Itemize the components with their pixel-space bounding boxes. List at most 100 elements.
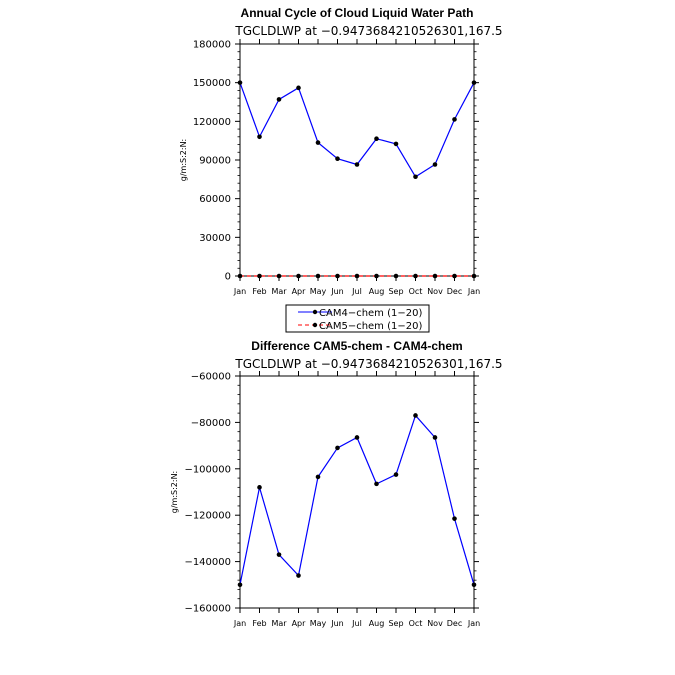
top-x-ticks: Jan Feb Mar Apr May Jun Jul Aug Sep Oct Nov Dec Jan <box>233 39 480 296</box>
bottom-y-tick-label: −80000 <box>191 418 231 429</box>
bottom-x-tick-label: Mar <box>271 619 287 628</box>
bottom-series-0-point <box>296 573 301 578</box>
bottom-x-tick-label: Jan <box>467 619 480 628</box>
bottom-chart-title: Difference CAM5-chem - CAM4-chem <box>251 339 462 353</box>
top-x-tick-label: Oct <box>409 287 423 296</box>
top-x-tick-label: Jul <box>351 287 362 296</box>
top-series-0-point <box>237 80 243 85</box>
bottom-y-tick-label: −60000 <box>191 372 231 383</box>
top-series-1-point <box>276 273 282 279</box>
top-series-0-point <box>315 140 321 145</box>
top-series-1-point <box>315 273 321 279</box>
top-series-1-point <box>452 273 457 279</box>
bottom-y-tick-label: −140000 <box>184 557 231 568</box>
top-x-tick-label: Apr <box>292 287 307 296</box>
bottom-x-tick-label: Nov <box>427 619 443 628</box>
top-y-tick-label: 30000 <box>199 233 231 244</box>
bottom-x-tick-label: May <box>310 619 327 628</box>
top-y-tick-label: 60000 <box>199 194 231 205</box>
top-x-tick-label: May <box>310 287 327 296</box>
top-series-0-point <box>257 134 262 140</box>
bottom-x-tick-label: Jan <box>233 619 246 628</box>
top-series-0-point <box>296 85 301 91</box>
top-series-0-point <box>452 117 457 122</box>
bottom-x-tick-label: Jun <box>330 619 344 628</box>
bottom-series-0-point <box>471 582 477 588</box>
top-series-1-point <box>296 273 301 279</box>
top-series-0-point <box>354 162 360 167</box>
top-y-tick-label: 90000 <box>199 156 231 167</box>
bottom-x-tick-label: Dec <box>447 619 462 628</box>
top-x-tick-label: Jan <box>233 287 246 296</box>
bottom-series-0-point <box>393 472 399 477</box>
top-y-axis-label: g/m:S:2:N: <box>179 139 188 182</box>
top-chart-subtitle: TGCLDLWP at −0.9473684210526301,167.5 <box>234 24 502 38</box>
top-x-tick-label: Jun <box>330 287 344 296</box>
top-x-tick-label: Mar <box>271 287 287 296</box>
bottom-x-tick-label: Jul <box>351 619 362 628</box>
bottom-y-tick-label: −120000 <box>184 511 231 522</box>
bottom-y-tick-label: −100000 <box>184 464 231 475</box>
top-x-tick-label: Dec <box>447 287 462 296</box>
top-series-1-point <box>374 273 379 279</box>
top-series-0-point <box>471 80 477 85</box>
top-chart: Annual Cycle of Cloud Liquid Water Path … <box>179 6 503 333</box>
top-series-1-point <box>471 273 477 279</box>
top-x-tick-label: Aug <box>369 287 385 296</box>
bottom-series-0-point <box>354 435 360 440</box>
top-legend: CAM4−chem (1−20) CAM5−chem (1−20) <box>285 304 430 333</box>
top-series-1-point <box>335 273 340 279</box>
top-x-tick-label: Jan <box>467 287 480 296</box>
top-series-1-point <box>237 273 243 279</box>
top-x-tick-label: Feb <box>252 287 266 296</box>
top-y-tick-label: 180000 <box>193 40 231 51</box>
bottom-series-group <box>237 413 477 588</box>
bottom-chart-subtitle: TGCLDLWP at −0.9473684210526301,167.5 <box>234 357 502 371</box>
top-chart-title: Annual Cycle of Cloud Liquid Water Path <box>241 6 474 20</box>
top-series-0-point <box>374 136 379 142</box>
bottom-y-axis-label: g/m:S:2:N: <box>170 471 179 514</box>
bottom-y-ticks: −160000 −140000 −120000 −100000 −80000 −60000 <box>184 372 479 615</box>
legend-box <box>285 304 430 333</box>
top-series-1-point <box>393 273 399 279</box>
top-y-tick-label: 150000 <box>193 78 231 89</box>
top-y-tick-label: 120000 <box>193 117 231 128</box>
top-series-1-point <box>257 273 262 279</box>
bottom-x-tick-label: Apr <box>292 619 307 628</box>
top-x-tick-label: Sep <box>388 287 403 296</box>
bottom-x-tick-label: Aug <box>369 619 385 628</box>
top-plot-frame <box>239 43 475 277</box>
top-series-0-point <box>393 141 399 147</box>
bottom-series-0-point <box>432 435 438 440</box>
bottom-series-0-point <box>257 485 262 490</box>
top-series-1-point <box>432 273 438 279</box>
bottom-x-ticks: Jan Feb Mar Apr May Jun Jul Aug Sep Oct Nov Dec Jan <box>233 371 480 628</box>
top-y-ticks: 0 30000 60000 90000 120000 150000 180000 <box>193 40 479 283</box>
bottom-series-line-0 <box>239 414 475 585</box>
legend-marker-cam4 <box>312 309 318 315</box>
bottom-series-0-point <box>276 552 282 557</box>
top-series-group <box>237 80 477 279</box>
bottom-series-0-point <box>374 481 379 487</box>
bottom-series-0-point <box>452 516 457 521</box>
bottom-series-0-point <box>315 474 321 480</box>
bottom-plot-frame <box>239 375 475 609</box>
bottom-y-tick-label: −160000 <box>184 604 231 615</box>
top-y-tick-label: 0 <box>225 272 231 283</box>
bottom-series-0-point <box>237 582 243 588</box>
bottom-chart: Difference CAM5-chem - CAM4-chem TGCLDLW… <box>170 339 503 628</box>
top-series-0-point <box>413 174 418 180</box>
bottom-x-tick-label: Oct <box>409 619 423 628</box>
top-series-0-point <box>276 97 282 102</box>
top-x-tick-label: Nov <box>427 287 443 296</box>
legend-marker-cam5 <box>312 322 318 328</box>
top-series-0-point <box>432 162 438 167</box>
top-series-1-point <box>354 273 360 279</box>
bottom-series-0-point <box>413 413 418 418</box>
top-series-0-point <box>335 156 340 162</box>
legend-label-cam4: CAM4−chem (1−20) <box>319 308 422 319</box>
legend-label-cam5: CAM5−chem (1−20) <box>319 321 422 332</box>
bottom-x-tick-label: Sep <box>388 619 403 628</box>
bottom-series-0-point <box>335 445 340 451</box>
